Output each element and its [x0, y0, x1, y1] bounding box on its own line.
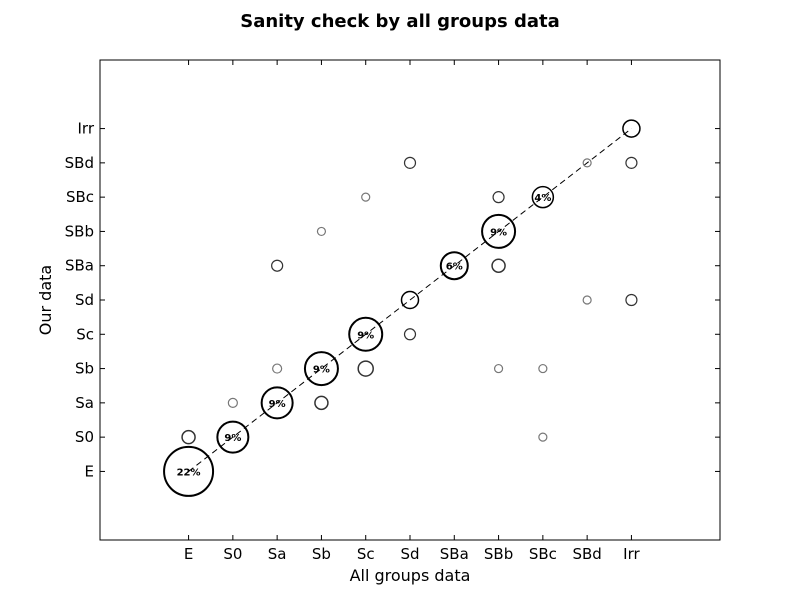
y-tick-label: Sc	[76, 325, 94, 343]
y-tick-label: SBa	[65, 257, 94, 275]
data-point-Sa-SBa	[271, 259, 284, 272]
data-point-S0-S0	[216, 420, 250, 454]
point-percent-label: 9%	[357, 330, 374, 341]
x-tick-label: Sb	[312, 545, 331, 563]
data-point-Sd-Sc	[403, 328, 417, 341]
x-tick-label: E	[184, 545, 193, 563]
point-percent-label: 9%	[313, 365, 330, 376]
y-axis-ticks: E S0 Sa Sb Sc Sd SBa SBb SBc SBd Irr	[65, 120, 720, 480]
data-point-Sd-Sd	[400, 290, 420, 310]
x-tick-label: Irr	[623, 545, 640, 563]
y-tick-label: SBd	[65, 154, 94, 172]
data-point-Sc-Sc	[348, 316, 384, 352]
data-point-SBb-Sb	[493, 363, 504, 374]
data-point-SBb-SBa	[491, 258, 506, 273]
x-axis-label: All groups data	[350, 566, 471, 585]
y-tick-label: Irr	[78, 120, 95, 138]
point-percent-label: 22%	[177, 467, 201, 478]
data-points: 22% 9% 9% 9% 9% 6% 9% 4%	[163, 119, 641, 497]
data-point-Irr-Irr	[622, 119, 641, 138]
data-point-Sd-SBd	[403, 156, 417, 169]
point-percent-label: 9%	[224, 433, 241, 444]
x-tick-label: SBa	[440, 545, 469, 563]
data-point-SBc-S0	[538, 432, 548, 442]
diagonal-reference-line	[188, 128, 632, 472]
point-percent-label: 9%	[490, 227, 507, 238]
data-point-SBd-Sd	[582, 295, 592, 305]
x-tick-label: Sa	[268, 545, 287, 563]
data-point-E-E	[163, 445, 215, 497]
x-tick-label: SBd	[572, 545, 601, 563]
y-tick-label: SBb	[65, 222, 94, 240]
data-point-SBb-SBb	[481, 213, 517, 249]
x-tick-label: Sd	[400, 545, 419, 563]
data-point-Sb-Sa	[314, 395, 329, 411]
y-tick-label: Sb	[75, 360, 94, 378]
x-tick-label: SBb	[484, 545, 513, 563]
y-tick-label: Sa	[75, 394, 94, 412]
chart-title: Sanity check by all groups data	[240, 11, 560, 32]
point-percent-label: 9%	[269, 399, 286, 410]
y-tick-label: SBc	[66, 188, 94, 206]
y-tick-label: S0	[75, 428, 94, 446]
y-tick-label: E	[85, 462, 94, 480]
data-point-Sa-Sa	[260, 386, 294, 420]
data-point-SBa-SBa	[439, 251, 469, 281]
data-point-E-S0	[181, 429, 196, 445]
x-axis-ticks: E S0 Sa Sb Sc Sd SBa SBb SBc SBd Irr	[184, 60, 641, 563]
data-point-SBc-Sb	[538, 363, 548, 374]
data-point-Sa-Sb	[272, 363, 283, 374]
data-point-Irr-SBd	[625, 156, 638, 169]
data-point-Sb-Sb	[303, 351, 339, 387]
point-percent-label: 4%	[534, 193, 551, 204]
x-tick-label: S0	[223, 545, 242, 563]
data-point-SBb-SBc	[492, 191, 505, 204]
data-point-Irr-Sd	[625, 293, 638, 307]
y-axis-label: Our data	[36, 265, 55, 335]
data-point-SBc-SBc	[531, 185, 555, 209]
data-point-SBd-SBd	[582, 158, 592, 168]
data-point-Sb-SBb	[316, 226, 327, 237]
point-percent-label: 6%	[446, 262, 463, 273]
y-tick-label: Sd	[75, 291, 94, 309]
data-point-Sc-Sb	[357, 360, 374, 377]
data-point-S0-Sa	[227, 397, 238, 408]
data-point-Sc-SBc	[361, 192, 371, 202]
x-tick-label: SBc	[529, 545, 557, 563]
x-tick-label: Sc	[357, 545, 375, 563]
